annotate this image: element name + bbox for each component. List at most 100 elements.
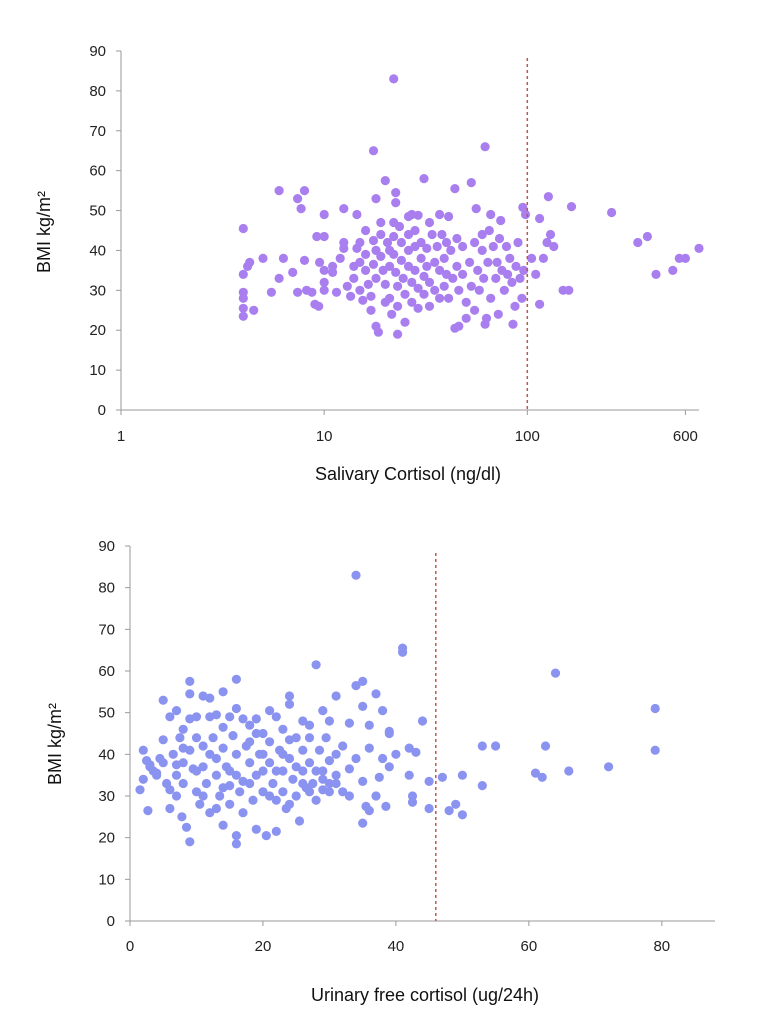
data-point — [248, 795, 258, 805]
data-point — [311, 660, 321, 670]
data-point — [376, 217, 386, 228]
data-point — [371, 194, 381, 204]
x-tick-label: 1 — [117, 428, 125, 445]
data-point — [441, 237, 452, 248]
data-point — [178, 724, 188, 734]
data-point — [319, 231, 329, 242]
data-point — [245, 720, 255, 730]
data-point — [258, 728, 268, 739]
data-point — [171, 770, 182, 780]
data-point — [291, 791, 301, 801]
x-axis-title: Urinary free cortisol (ug/24h) — [311, 985, 539, 1005]
data-point — [314, 301, 324, 311]
chart-urinary-free-cortisol: BMI kg/m² Urinary free cortisol (ug/24h)… — [45, 538, 715, 1005]
data-point — [396, 237, 406, 248]
data-point — [338, 741, 348, 751]
data-point — [251, 824, 261, 834]
data-point — [238, 303, 248, 313]
data-point — [461, 313, 471, 323]
data-point — [507, 277, 517, 287]
x-tick-label: 80 — [653, 938, 670, 955]
data-point — [430, 257, 440, 267]
data-point — [218, 820, 228, 830]
data-point — [298, 716, 308, 726]
data-point — [265, 737, 275, 747]
data-point — [171, 706, 182, 716]
data-point — [238, 311, 248, 321]
data-point — [537, 772, 547, 782]
data-point — [152, 770, 162, 780]
y-tick-label: 50 — [98, 705, 115, 722]
data-point — [393, 329, 403, 339]
y-tick-label: 30 — [98, 788, 115, 805]
data-point — [374, 772, 384, 782]
data-point — [400, 289, 410, 299]
data-point — [339, 243, 349, 253]
data-point — [452, 261, 462, 271]
data-point — [358, 295, 368, 305]
tick-labels: 0 10 20 30 40 50 60 70 80 90 1 10 100 600 — [89, 43, 698, 445]
y-tick-label: 90 — [89, 43, 106, 60]
data-point — [385, 293, 395, 303]
data-point — [339, 204, 349, 214]
data-point — [519, 265, 529, 275]
data-point — [319, 285, 329, 295]
data-point — [218, 687, 228, 697]
y-tick-label: 40 — [98, 746, 115, 763]
data-point — [424, 776, 434, 787]
data-point — [389, 74, 399, 84]
data-point — [135, 785, 145, 795]
data-point — [278, 724, 288, 734]
data-point — [368, 259, 379, 269]
data-point — [258, 253, 268, 263]
data-point — [258, 766, 268, 776]
data-point — [304, 720, 315, 730]
y-tick-label: 10 — [89, 362, 106, 379]
data-point — [452, 233, 462, 244]
data-point — [218, 743, 228, 753]
data-point — [218, 783, 228, 793]
data-point — [413, 210, 423, 220]
data-point — [368, 235, 379, 246]
data-point — [288, 774, 298, 784]
data-point — [527, 253, 537, 263]
data-point — [417, 716, 428, 726]
data-point — [451, 799, 461, 809]
data-point — [284, 735, 295, 745]
data-point — [380, 279, 390, 289]
data-point — [607, 207, 617, 218]
y-tick-label: 0 — [107, 913, 115, 930]
data-point — [483, 257, 493, 267]
data-point — [351, 681, 361, 691]
data-point — [407, 797, 418, 807]
data-point — [542, 237, 552, 248]
data-point — [454, 321, 464, 331]
data-point — [331, 749, 341, 759]
data-point — [191, 712, 202, 722]
data-point — [491, 741, 501, 751]
data-point — [211, 770, 221, 780]
data-point — [284, 691, 295, 701]
data-point — [271, 795, 281, 805]
data-point — [225, 766, 235, 776]
data-point — [231, 831, 241, 841]
data-point — [400, 317, 410, 327]
data-point — [407, 791, 418, 801]
data-point — [324, 778, 334, 789]
data-point — [304, 733, 315, 743]
data-point — [251, 770, 261, 780]
data-points — [238, 74, 704, 339]
data-point — [413, 303, 423, 313]
data-point — [358, 676, 368, 687]
data-point — [461, 297, 471, 307]
data-point — [231, 703, 241, 714]
data-point — [319, 277, 329, 287]
y-tick-label: 10 — [98, 871, 115, 888]
data-point — [168, 749, 178, 759]
data-point — [261, 831, 271, 841]
data-point — [424, 803, 434, 814]
data-point — [208, 733, 218, 743]
data-point — [515, 273, 525, 283]
data-point — [338, 787, 348, 797]
data-point — [410, 265, 420, 275]
